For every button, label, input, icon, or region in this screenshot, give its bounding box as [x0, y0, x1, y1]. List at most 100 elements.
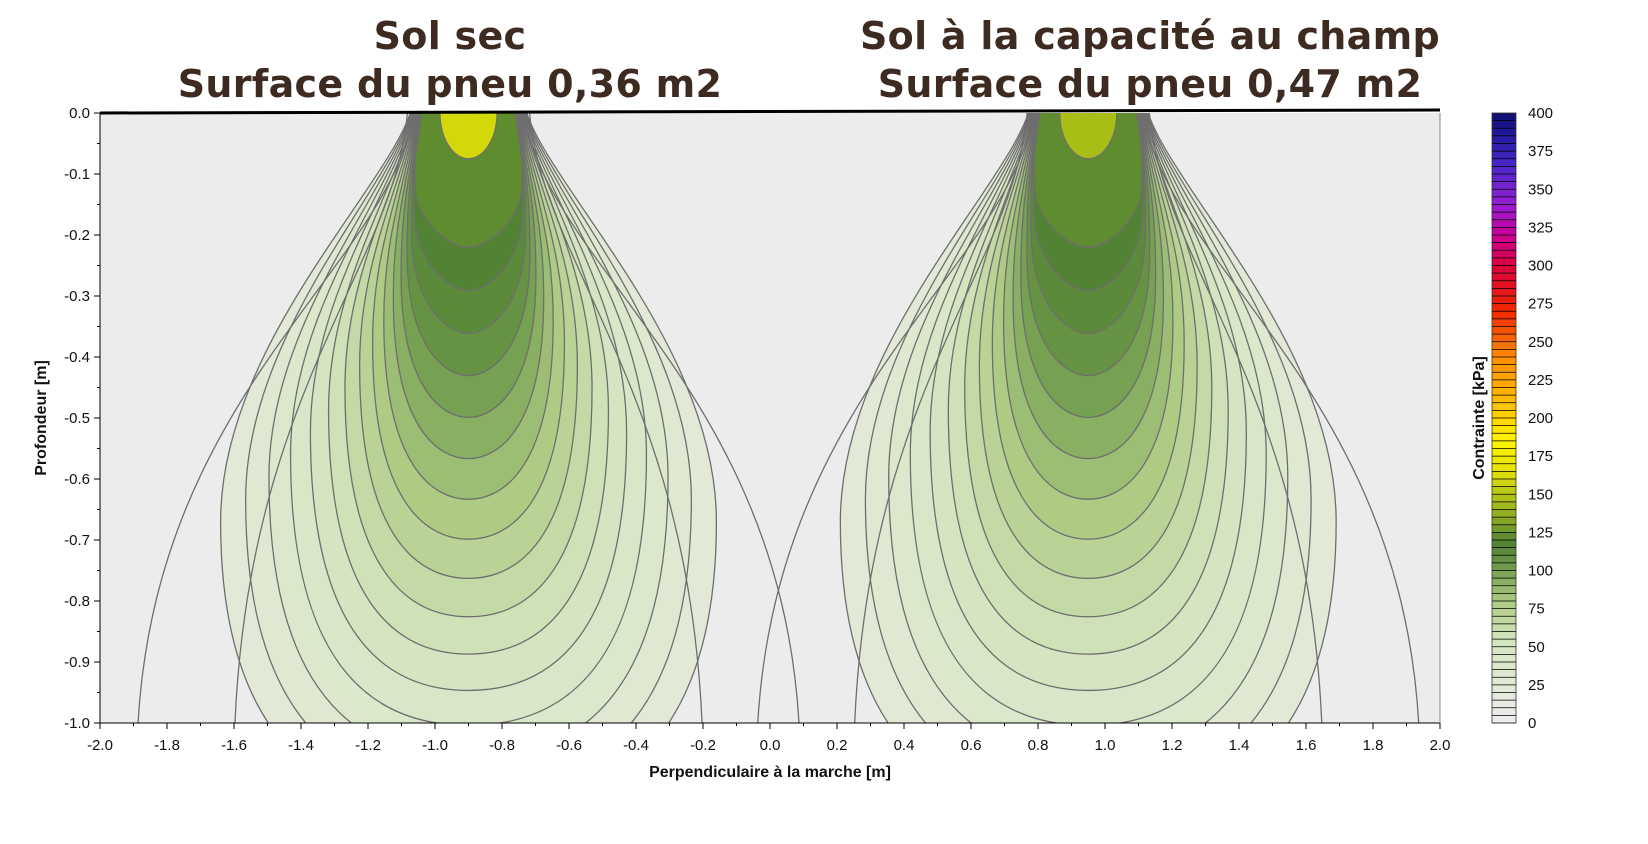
- colorbar-band: [1492, 570, 1516, 579]
- colorbar-band: [1492, 707, 1516, 716]
- colorbar-band: [1492, 174, 1516, 182]
- x-tick-label: -1.0: [422, 737, 448, 754]
- colorbar-band: [1492, 463, 1516, 472]
- panel-title-left: Sol sec Surface du pneu 0,36 m2: [140, 12, 760, 108]
- colorbar-tick-label: 150: [1528, 486, 1553, 503]
- colorbar-band: [1492, 113, 1516, 121]
- colorbar-band: [1492, 135, 1516, 144]
- colorbar-band: [1492, 303, 1516, 312]
- y-tick-label: -0.1: [64, 166, 90, 183]
- panel-title-left-line2: Surface du pneu 0,36 m2: [177, 62, 723, 106]
- surface-max-contour: [1059, 113, 1118, 160]
- colorbar-title: Contrainte [kPa]: [1471, 356, 1488, 480]
- colorbar-band: [1492, 128, 1516, 136]
- x-tick-label: -1.4: [288, 737, 314, 754]
- colorbar-band: [1492, 486, 1516, 495]
- x-tick-label: 1.0: [1095, 737, 1116, 754]
- colorbar-band: [1492, 654, 1516, 662]
- colorbar-band: [1492, 311, 1516, 319]
- colorbar-band: [1492, 326, 1516, 335]
- colorbar-band: [1492, 585, 1516, 594]
- colorbar-band: [1492, 387, 1516, 396]
- x-tick-label: -0.8: [489, 737, 515, 754]
- colorbar-band: [1492, 471, 1516, 479]
- colorbar-band: [1492, 143, 1516, 152]
- stress-bulb-left: [137, 113, 800, 723]
- colorbar-band: [1492, 334, 1516, 342]
- colorbar-band: [1492, 608, 1516, 617]
- colorbar-tick-label: 225: [1528, 372, 1553, 389]
- colorbar-band: [1492, 684, 1516, 693]
- colorbar-band: [1492, 662, 1516, 670]
- y-tick-label: -0.2: [64, 227, 90, 244]
- colorbar-band: [1492, 517, 1516, 525]
- colorbar-band: [1492, 227, 1516, 235]
- colorbar-band: [1492, 250, 1516, 258]
- envelope-contour: [854, 113, 1323, 723]
- colorbar-band: [1492, 616, 1516, 624]
- panel-title-left-line1: Sol sec: [373, 14, 527, 58]
- colorbar-band: [1492, 257, 1516, 266]
- colorbar-band: [1492, 288, 1516, 296]
- x-tick-label: 0.4: [894, 737, 915, 754]
- panel-title-right-line1: Sol à la capacité au champ: [860, 14, 1440, 58]
- colorbar-band: [1492, 273, 1516, 281]
- colorbar-band: [1492, 578, 1516, 586]
- colorbar-tick-label: 200: [1528, 410, 1553, 427]
- colorbar-band: [1492, 623, 1516, 632]
- colorbar-band: [1492, 395, 1516, 403]
- colorbar-band: [1492, 410, 1516, 418]
- colorbar-band: [1492, 524, 1516, 533]
- x-tick-label: 1.4: [1229, 737, 1250, 754]
- colorbar-band: [1492, 456, 1516, 464]
- colorbar-tick-label: 0: [1528, 715, 1536, 732]
- colorbar-band: [1492, 593, 1516, 601]
- colorbar-band: [1492, 494, 1516, 502]
- colorbar-band: [1492, 669, 1516, 678]
- colorbar-band: [1492, 448, 1516, 457]
- y-tick-label: 0.0: [69, 105, 90, 122]
- colorbar-band: [1492, 433, 1516, 441]
- colorbar-band: [1492, 212, 1516, 220]
- colorbar-tick-label: 75: [1528, 601, 1545, 618]
- x-tick-label: -1.8: [154, 737, 180, 754]
- colorbar: 4003753503253002752502252001751501251007…: [1471, 105, 1553, 732]
- contour-line: [1033, 113, 1144, 248]
- envelope-contour: [757, 113, 1420, 723]
- colorbar-band: [1492, 509, 1516, 518]
- colorbar-band: [1492, 204, 1516, 213]
- colorbar-band: [1492, 341, 1516, 350]
- colorbar-band: [1492, 677, 1516, 685]
- x-tick-label: -2.0: [87, 737, 113, 754]
- colorbar-band: [1492, 372, 1516, 380]
- colorbar-band: [1492, 692, 1516, 701]
- colorbar-tick-label: 175: [1528, 448, 1553, 465]
- envelope-contour: [234, 113, 703, 723]
- colorbar-tick-label: 125: [1528, 524, 1553, 541]
- y-tick-label: -0.7: [64, 532, 90, 549]
- panel-title-right: Sol à la capacité au champ Surface du pn…: [770, 12, 1530, 108]
- colorbar-tick-label: 325: [1528, 219, 1553, 236]
- colorbar-band: [1492, 501, 1516, 510]
- colorbar-band: [1492, 379, 1516, 388]
- x-tick-label: -1.2: [355, 737, 381, 754]
- colorbar-band: [1492, 357, 1516, 365]
- colorbar-tick-label: 400: [1528, 105, 1553, 122]
- colorbar-band: [1492, 425, 1516, 434]
- colorbar-band: [1492, 562, 1516, 571]
- colorbar-band: [1492, 364, 1516, 373]
- y-tick-label: -0.6: [64, 471, 90, 488]
- colorbar-tick-label: 275: [1528, 296, 1553, 313]
- y-tick-label: -0.8: [64, 593, 90, 610]
- colorbar-band: [1492, 418, 1516, 426]
- colorbar-tick-label: 250: [1528, 334, 1553, 351]
- colorbar-band: [1492, 547, 1516, 556]
- x-tick-label: -0.2: [690, 737, 716, 754]
- y-tick-label: -0.3: [64, 288, 90, 305]
- colorbar-band: [1492, 532, 1516, 540]
- y-axis-title: Profondeur [m]: [33, 360, 50, 476]
- x-tick-label: -0.6: [556, 737, 582, 754]
- surface-max-contour: [439, 113, 498, 160]
- x-tick-label: 1.8: [1363, 737, 1384, 754]
